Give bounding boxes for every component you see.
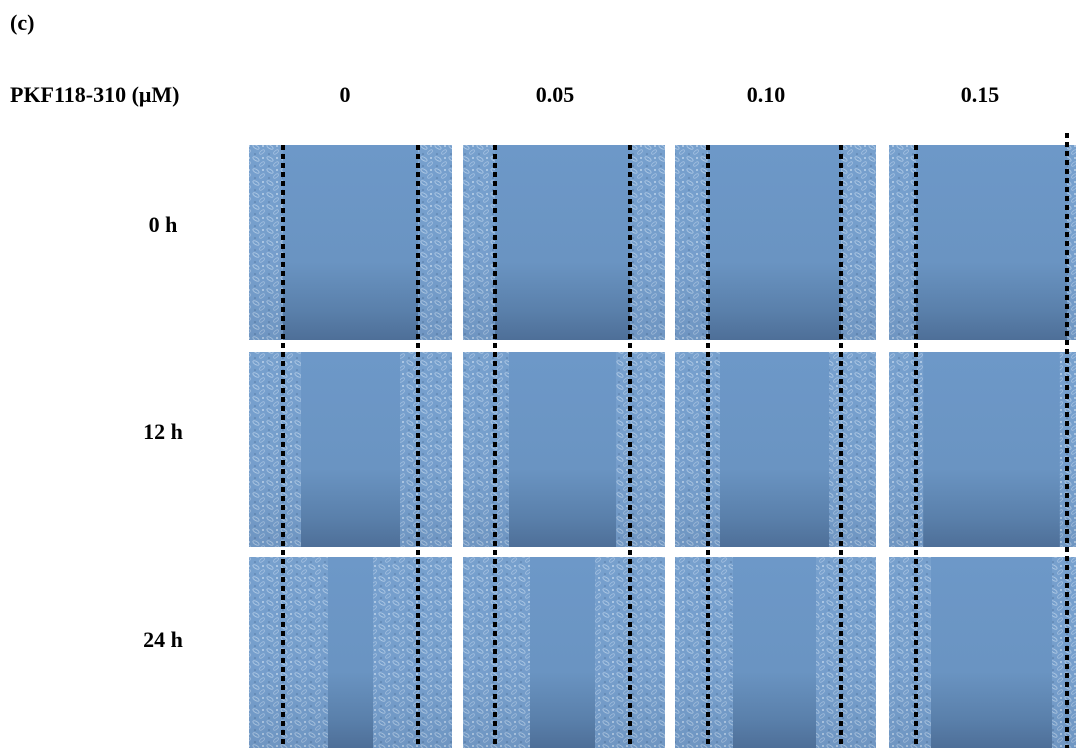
cell-layer [463, 145, 495, 340]
row-label: 0 h [149, 212, 178, 238]
cell-layer [616, 352, 665, 547]
cell-layer [889, 145, 916, 340]
cell-layer [373, 557, 452, 748]
row-label: 12 h [143, 419, 183, 445]
cell-layer [249, 557, 328, 748]
cell-layer [829, 352, 876, 547]
cell-layer [249, 145, 283, 340]
column-label: 0.15 [961, 82, 1000, 108]
cell-layer [630, 145, 665, 340]
panel-label: (c) [10, 10, 34, 36]
cell-layer [418, 145, 452, 340]
cell-layer [463, 352, 509, 547]
figure: (c) PKF118-310 (μM) 0 0.05 0.10 0.15 0 h… [0, 0, 1080, 748]
cell-layer [889, 352, 923, 547]
cell-layer [889, 557, 931, 748]
column-label: 0.05 [536, 82, 575, 108]
cell-layer [1052, 557, 1076, 748]
cell-layer [400, 352, 452, 547]
header-title: PKF118-310 (μM) [10, 82, 180, 108]
cell-layer [841, 145, 876, 340]
column-label: 0.10 [747, 82, 786, 108]
column-label: 0 [340, 82, 351, 108]
cell-layer [675, 352, 720, 547]
row-label: 24 h [143, 627, 183, 653]
cell-layer [675, 557, 733, 748]
cell-layer [816, 557, 876, 748]
cell-layer [249, 352, 301, 547]
cell-layer [675, 145, 708, 340]
